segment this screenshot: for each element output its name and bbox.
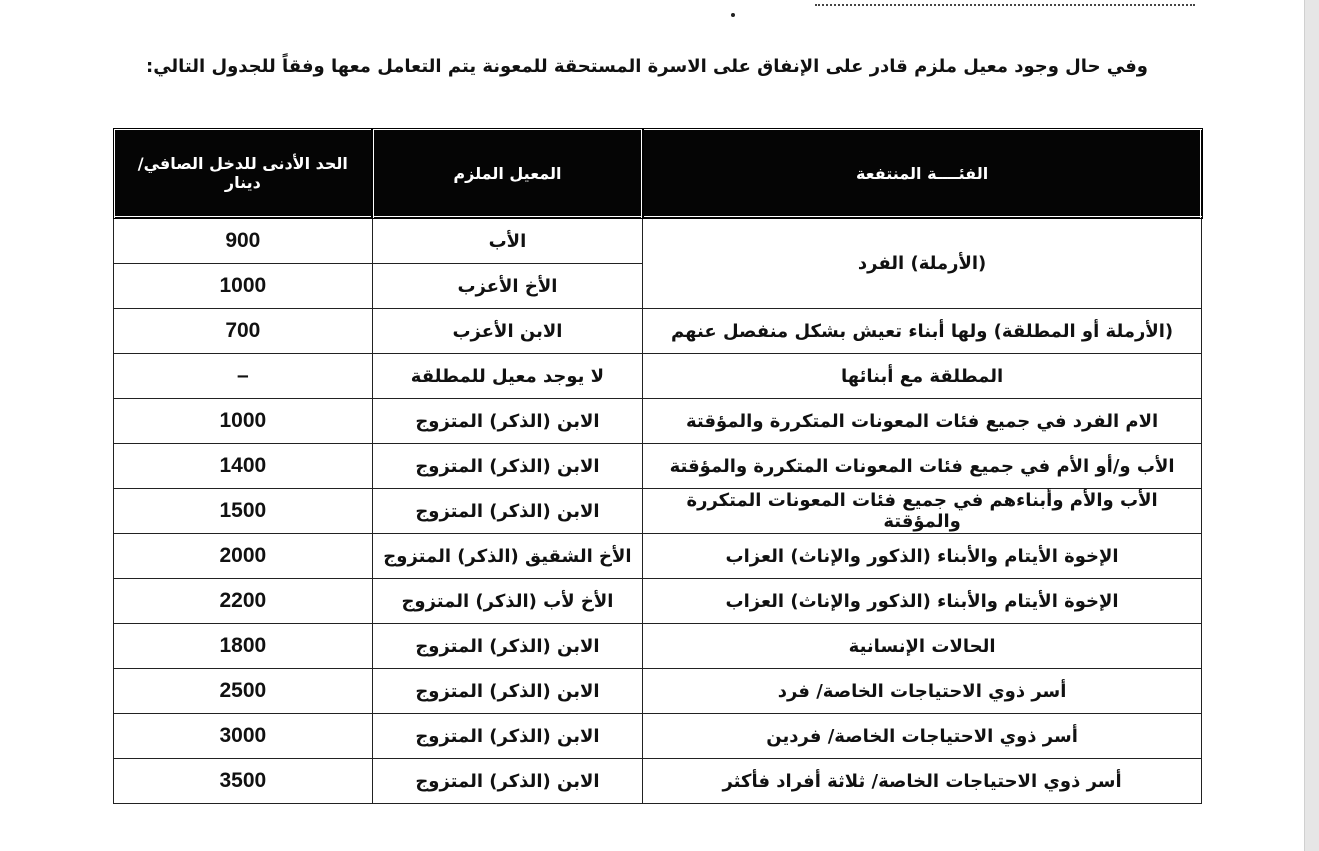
- header-provider: المعيل الملزم: [370, 127, 645, 219]
- intro-paragraph: وفي حال وجود معيل ملزم قادر على الإنفاق …: [146, 56, 1148, 77]
- cell-provider: الابن (الذكر) المتزوج: [371, 398, 644, 444]
- cell-income: 3000: [113, 713, 373, 759]
- table-row: أسر ذوي الاحتياجات الخاصة/ ثلاثة أفراد ف…: [113, 758, 1202, 804]
- cell-income: 1800: [113, 623, 373, 669]
- table-row: الام الفرد في جميع فئات المعونات المتكرر…: [113, 398, 1202, 444]
- table-row: المطلقة مع أبنائها لا يوجد معيل للمطلقة –: [113, 353, 1202, 399]
- cell-income: –: [113, 353, 373, 399]
- cell-provider: لا يوجد معيل للمطلقة: [371, 353, 644, 399]
- cell-category: الام الفرد في جميع فئات المعونات المتكرر…: [642, 398, 1202, 444]
- cell-provider: الابن (الذكر) المتزوج: [371, 758, 644, 804]
- table-row: (الأرملة أو المطلقة) ولها أبناء تعيش بشك…: [113, 308, 1202, 354]
- table-row: الإخوة الأيتام والأبناء (الذكور والإناث)…: [113, 533, 1202, 579]
- dot-mark: [731, 13, 735, 17]
- cell-category: أسر ذوي الاحتياجات الخاصة/ ثلاثة أفراد ف…: [642, 758, 1202, 804]
- table-row: الإخوة الأيتام والأبناء (الذكور والإناث)…: [113, 578, 1202, 624]
- table-row: أسر ذوي الاحتياجات الخاصة/ فردين الابن (ا…: [113, 713, 1202, 759]
- cell-provider: الابن (الذكر) المتزوج: [371, 488, 644, 534]
- cell-income: 3500: [113, 758, 373, 804]
- dotted-line: [815, 0, 1195, 6]
- header-category: الفئــــة المنتفعة: [641, 127, 1203, 219]
- cell-provider: الأخ الأعزب: [371, 263, 644, 309]
- cell-income: 2000: [113, 533, 373, 579]
- cell-category: أسر ذوي الاحتياجات الخاصة/ فردين: [642, 713, 1202, 759]
- cell-category: الأب والأم وأبناءهم في جميع فئات المعونا…: [642, 488, 1202, 534]
- cell-category: (الأرملة) الفرد: [642, 217, 1202, 309]
- cell-provider: الابن الأعزب: [371, 308, 644, 354]
- cell-income: 1000: [113, 398, 373, 444]
- page-edge: [1304, 0, 1319, 851]
- cell-provider: الابن (الذكر) المتزوج: [371, 443, 644, 489]
- cell-provider: الابن (الذكر) المتزوج: [371, 668, 644, 714]
- cell-category: الأب و/أو الأم في جميع فئات المعونات الم…: [642, 443, 1202, 489]
- cell-category: الإخوة الأيتام والأبناء (الذكور والإناث)…: [642, 578, 1202, 624]
- table-row: (الأرملة) الفرد الأب 900: [113, 217, 1202, 309]
- table-row: الحالات الإنسانية الابن (الذكر) المتزوج 18…: [113, 623, 1202, 669]
- aid-table: الفئــــة المنتفعة المعيل الملزم الحد ال…: [112, 127, 1203, 804]
- cell-provider: الأخ الشقيق (الذكر) المتزوج: [371, 533, 644, 579]
- cell-income: 1500: [113, 488, 373, 534]
- cell-income: 1000: [113, 263, 373, 309]
- cell-income: 700: [113, 308, 373, 354]
- cell-category: أسر ذوي الاحتياجات الخاصة/ فرد: [642, 668, 1202, 714]
- cell-income: 900: [113, 217, 373, 264]
- table-header-row: الفئــــة المنتفعة المعيل الملزم الحد ال…: [112, 127, 1203, 219]
- cell-income: 2500: [113, 668, 373, 714]
- cell-category: الإخوة الأيتام والأبناء (الذكور والإناث)…: [642, 533, 1202, 579]
- header-income: الحد الأدنى للدخل الصافي/دينار: [112, 127, 374, 219]
- cell-category: المطلقة مع أبنائها: [642, 353, 1202, 399]
- cell-provider: الأب: [371, 217, 644, 264]
- table-row: الأب والأم وأبناءهم في جميع فئات المعونا…: [113, 488, 1202, 534]
- cell-category: الحالات الإنسانية: [642, 623, 1202, 669]
- cell-provider: الابن (الذكر) المتزوج: [371, 713, 644, 759]
- cell-provider: الابن (الذكر) المتزوج: [371, 623, 644, 669]
- cell-provider: الأخ لأب (الذكر) المتزوج: [371, 578, 644, 624]
- cell-category: (الأرملة أو المطلقة) ولها أبناء تعيش بشك…: [642, 308, 1202, 354]
- table-row: الأب و/أو الأم في جميع فئات المعونات الم…: [113, 443, 1202, 489]
- table-row: أسر ذوي الاحتياجات الخاصة/ فرد الابن (الذ…: [113, 668, 1202, 714]
- table-row: الأخ الأعزب 1000: [113, 263, 1202, 309]
- cell-income: 1400: [113, 443, 373, 489]
- cell-income: 2200: [113, 578, 373, 624]
